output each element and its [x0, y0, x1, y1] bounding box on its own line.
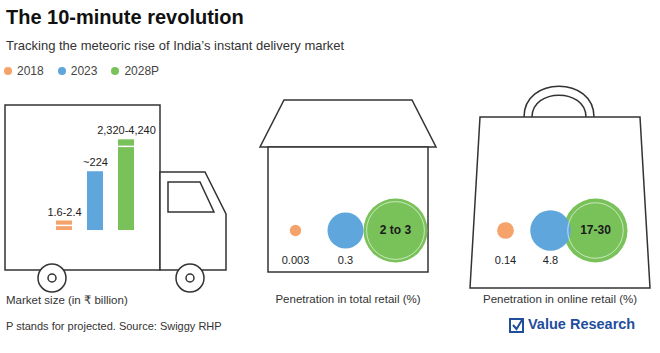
- svg-text:2,320-4,240: 2,320-4,240: [97, 124, 156, 136]
- html-text:Tracking the meteoric rise of: Tracking the meteoric rise of India’s in…: [6, 38, 345, 53]
- svg-text:0.003: 0.003: [282, 254, 310, 266]
- html-text:P stands for projected. Source: P stands for projected. Source: Swiggy R…: [6, 320, 222, 332]
- html-text:Penetration in online retail (: Penetration in online retail (%): [483, 293, 637, 305]
- html-text:Penetration in total retail (%: Penetration in total retail (%): [275, 293, 421, 305]
- svg-text:~224: ~224: [83, 156, 108, 168]
- svg-text:17-30: 17-30: [580, 223, 611, 237]
- svg-text:2 to 3: 2 to 3: [380, 223, 412, 237]
- html-text:2018: 2018: [17, 64, 44, 78]
- html-text:2028P: 2028P: [124, 64, 160, 78]
- html-text:Value Research: Value Research: [528, 316, 636, 332]
- svg-text:0.3: 0.3: [338, 254, 353, 266]
- svg-text:4.8: 4.8: [543, 254, 558, 266]
- html-text:The 10-minute revolution: The 10-minute revolution: [6, 6, 244, 28]
- svg-text:1.6-2.4: 1.6-2.4: [47, 206, 81, 218]
- html-text:2023: 2023: [70, 64, 98, 78]
- svg-text:0.14: 0.14: [495, 254, 516, 266]
- html-text:Market size (in ₹ billion): Market size (in ₹ billion): [6, 294, 128, 306]
